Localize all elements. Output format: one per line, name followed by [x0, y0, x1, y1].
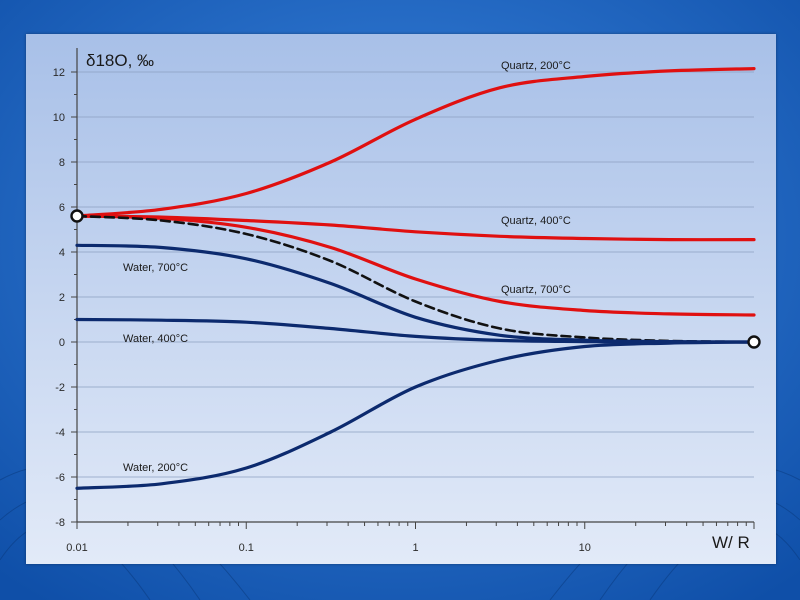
y-tick-label: -8: [55, 517, 65, 529]
series-line-mixing-dashed: [75, 214, 756, 344]
x-tick-label: 0.01: [66, 542, 87, 554]
y-tick-label: -2: [55, 382, 65, 394]
endpoint-marker: [747, 335, 761, 349]
y-tick-label: 10: [53, 112, 65, 124]
series-label: Water, 400°C: [123, 333, 188, 345]
series-line-quartz-200-c: [75, 67, 756, 218]
series-line-water-700-c: [75, 243, 756, 344]
y-tick-label: 2: [59, 292, 65, 304]
y-tick-label: -6: [55, 472, 65, 484]
chart-panel: [26, 34, 776, 564]
series-line-water-200-c: [75, 340, 756, 490]
series-line-quartz-400-c: [75, 214, 756, 242]
series-line-water-400-c: [75, 317, 756, 344]
axes: [71, 48, 755, 529]
y-tick-label: 0: [59, 337, 65, 349]
y-tick-label: 4: [59, 247, 65, 259]
y-tick-label: 8: [59, 157, 65, 169]
y-tick-label: 6: [59, 202, 65, 214]
series: [70, 67, 761, 490]
series-label: Quartz, 400°C: [501, 215, 571, 227]
grid-lines: [77, 71, 754, 478]
x-tick-label: 1: [412, 542, 418, 554]
y-axis-title: δ18O, ‰: [86, 51, 154, 70]
endpoint-marker: [70, 209, 84, 223]
series-label: Water, 700°C: [123, 262, 188, 274]
series-label: Quartz, 700°C: [501, 284, 571, 296]
x-tick-label: 10: [579, 542, 591, 554]
x-axis-title: W/ R: [712, 533, 750, 552]
y-tick-label: -4: [55, 427, 65, 439]
series-label: Quartz, 200°C: [501, 60, 571, 72]
x-tick-label: 0.1: [239, 542, 254, 554]
series-label: Water, 200°C: [123, 462, 188, 474]
labels: 12 10 8 6 4 2 0 -2 -4 -6 -8 0.01 0.1 1 10 Quartz, 200°C…: [53, 60, 591, 554]
y-tick-label: 12: [53, 67, 65, 79]
series-line-quartz-700-c: [75, 214, 756, 317]
